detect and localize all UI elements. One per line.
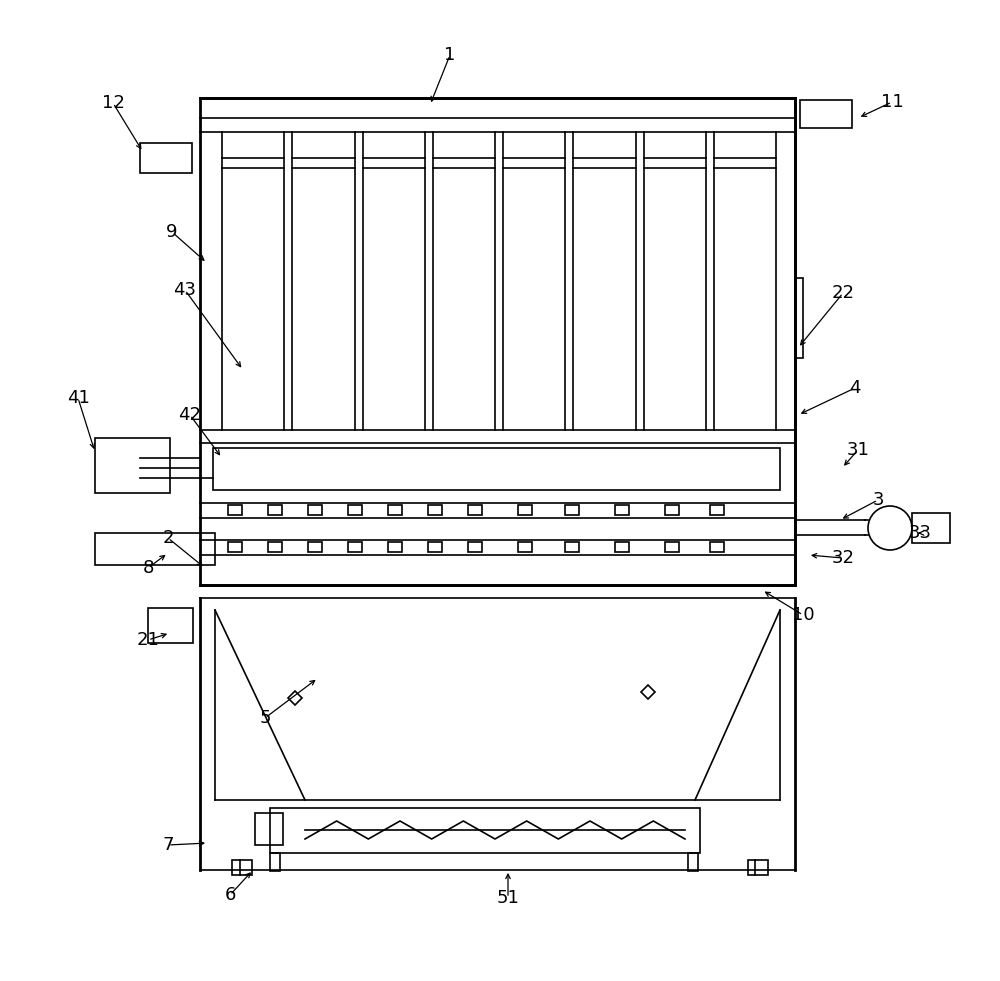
Bar — [710, 505, 724, 515]
Bar — [800, 100, 852, 128]
Text: 31: 31 — [847, 441, 869, 459]
Bar — [468, 505, 482, 515]
Text: 9: 9 — [166, 223, 178, 241]
Bar — [200, 98, 795, 585]
Bar — [388, 542, 402, 552]
Text: 1: 1 — [444, 46, 456, 64]
Text: 22: 22 — [832, 284, 854, 302]
Bar — [95, 533, 215, 565]
Text: 33: 33 — [908, 524, 932, 542]
Text: 10: 10 — [792, 606, 814, 624]
Bar — [518, 505, 532, 515]
Bar — [213, 448, 780, 490]
Bar — [795, 278, 803, 358]
Bar — [95, 438, 170, 493]
Bar — [228, 542, 242, 552]
Bar — [615, 505, 629, 515]
Text: 5: 5 — [259, 709, 271, 727]
Bar — [615, 542, 629, 552]
Bar — [565, 542, 579, 552]
Bar — [308, 542, 322, 552]
Bar — [748, 860, 768, 875]
Bar — [388, 505, 402, 515]
Bar — [228, 505, 242, 515]
Bar — [148, 608, 193, 643]
Bar — [665, 505, 679, 515]
Bar — [665, 542, 679, 552]
Bar — [518, 542, 532, 552]
Text: 3: 3 — [872, 491, 884, 509]
Bar — [268, 505, 282, 515]
Text: 41: 41 — [67, 389, 89, 407]
Text: 2: 2 — [162, 529, 174, 547]
Bar — [268, 542, 282, 552]
Text: 6: 6 — [224, 886, 236, 904]
Bar — [308, 505, 322, 515]
Bar — [140, 143, 192, 173]
Bar — [912, 513, 950, 543]
Text: 4: 4 — [849, 379, 861, 397]
Bar — [232, 860, 252, 875]
Text: 21: 21 — [137, 631, 159, 649]
Text: 12: 12 — [102, 94, 124, 112]
Text: 11: 11 — [881, 93, 903, 111]
Text: 43: 43 — [174, 281, 196, 299]
Bar — [428, 505, 442, 515]
Text: 42: 42 — [178, 406, 202, 424]
Bar — [565, 505, 579, 515]
Text: 8: 8 — [142, 559, 154, 577]
Text: 51: 51 — [497, 889, 519, 907]
Text: 32: 32 — [832, 549, 854, 567]
Bar — [270, 808, 700, 853]
Bar — [688, 853, 698, 871]
Text: 7: 7 — [162, 836, 174, 854]
Bar — [710, 542, 724, 552]
Bar — [428, 542, 442, 552]
Bar — [270, 853, 280, 871]
Bar — [255, 813, 283, 845]
Bar — [348, 542, 362, 552]
Bar — [468, 542, 482, 552]
Bar — [348, 505, 362, 515]
